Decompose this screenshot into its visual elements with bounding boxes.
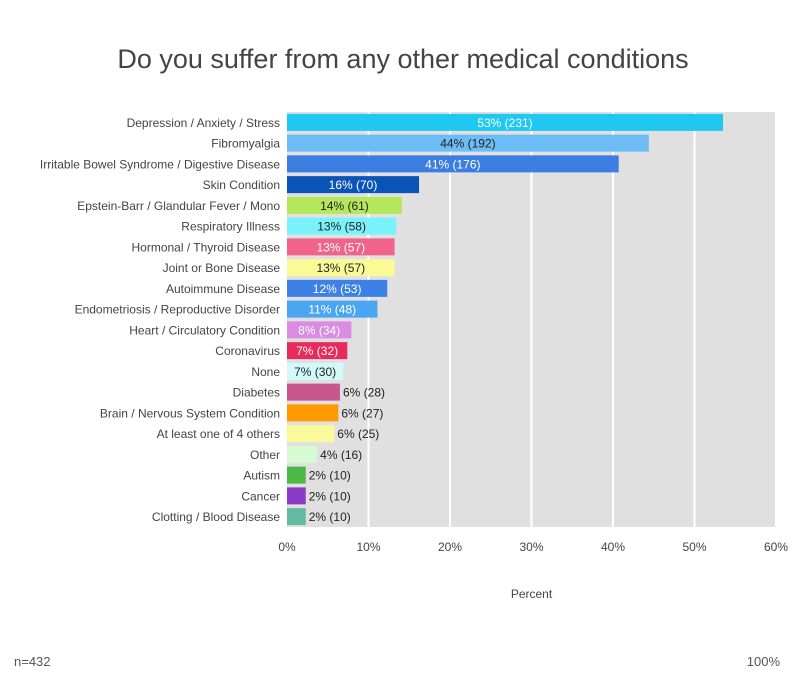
category-label: Brain / Nervous System Condition [100, 406, 280, 420]
bar [287, 196, 402, 214]
x-axis-ticks: 0% 10% 20% 30% 40% 50% 60% [278, 540, 788, 554]
bar [287, 176, 420, 194]
bar [287, 300, 378, 318]
bar-value-label: 13% (57) [316, 261, 365, 275]
bar [287, 508, 306, 526]
category-label: Other [250, 448, 280, 462]
bar-value-label: 2% (10) [309, 489, 351, 503]
bar [287, 217, 397, 235]
bar-value-label: 41% (176) [425, 157, 480, 171]
category-label: Endometriosis / Reproductive Disorder [75, 303, 280, 317]
x-tick-label: 50% [682, 540, 706, 554]
bar [287, 259, 395, 277]
bar-value-label: 16% (70) [329, 178, 378, 192]
bar [287, 445, 318, 463]
bars: 53% (231) 44% (192) 41% (176) 16% (70) 14% (… [287, 113, 724, 526]
category-label: Epstein-Barr / Glandular Fever / Mono [77, 199, 280, 213]
bar [287, 342, 348, 360]
x-tick-label: 40% [601, 540, 625, 554]
category-label: Diabetes [233, 386, 280, 400]
bar-value-label: 11% (48) [308, 303, 356, 317]
bar-value-label: 12% (53) [313, 282, 362, 296]
chart-title: Do you suffer from any other medical con… [117, 44, 689, 74]
x-axis-label: Percent [511, 587, 553, 601]
x-tick-label: 10% [356, 540, 380, 554]
category-label: Autism [243, 469, 280, 483]
total-percent-label: 100% [746, 654, 780, 669]
bar [287, 404, 339, 422]
bar [287, 383, 340, 401]
category-label: Coronavirus [215, 344, 280, 358]
bar-value-label: 2% (10) [309, 469, 351, 483]
bar-value-label: 6% (25) [337, 427, 379, 441]
sample-size-label: n=432 [14, 654, 51, 669]
x-tick-label: 0% [278, 540, 296, 554]
category-label: Depression / Anxiety / Stress [127, 116, 280, 130]
bar [287, 362, 344, 380]
category-label: Joint or Bone Disease [163, 261, 281, 275]
category-label: Hormonal / Thyroid Disease [131, 240, 280, 254]
bar-value-label: 53% (231) [477, 116, 532, 130]
category-label: Skin Condition [203, 178, 280, 192]
bar-value-label: 7% (30) [294, 365, 336, 379]
category-label: At least one of 4 others [157, 427, 280, 441]
bar [287, 155, 619, 173]
bar-value-label: 4% (16) [320, 448, 362, 462]
bar-value-label: 6% (28) [343, 386, 385, 400]
bar [287, 238, 395, 256]
x-tick-label: 60% [764, 540, 788, 554]
bar-value-label: 8% (34) [298, 323, 340, 337]
category-label: None [251, 365, 280, 379]
x-tick-label: 30% [519, 540, 543, 554]
bar-value-label: 7% (32) [296, 344, 338, 358]
bar-value-label: 13% (57) [316, 240, 365, 254]
category-label: Fibromyalgia [211, 137, 280, 151]
bar-value-label: 6% (27) [341, 406, 383, 420]
category-label: Autoimmune Disease [166, 282, 280, 296]
bar [287, 279, 388, 297]
bar-value-label: 44% (192) [440, 137, 495, 151]
category-label: Respiratory Illness [181, 220, 280, 234]
category-label: Irritable Bowel Syndrome / Digestive Dis… [40, 157, 280, 171]
category-label: Cancer [241, 489, 280, 503]
bar-value-label: 2% (10) [309, 510, 351, 524]
category-label: Clotting / Blood Disease [152, 510, 280, 524]
bar-value-label: 14% (61) [320, 199, 369, 213]
category-label: Heart / Circulatory Condition [129, 323, 280, 337]
bar [287, 425, 335, 443]
bar [287, 487, 306, 505]
bar [287, 466, 306, 484]
bar [287, 113, 724, 131]
bar-value-label: 13% (58) [317, 220, 366, 234]
bar [287, 134, 649, 152]
bar [287, 321, 352, 339]
category-labels: Depression / Anxiety / Stress Fibromyalgi… [40, 116, 280, 524]
x-tick-label: 20% [438, 540, 462, 554]
